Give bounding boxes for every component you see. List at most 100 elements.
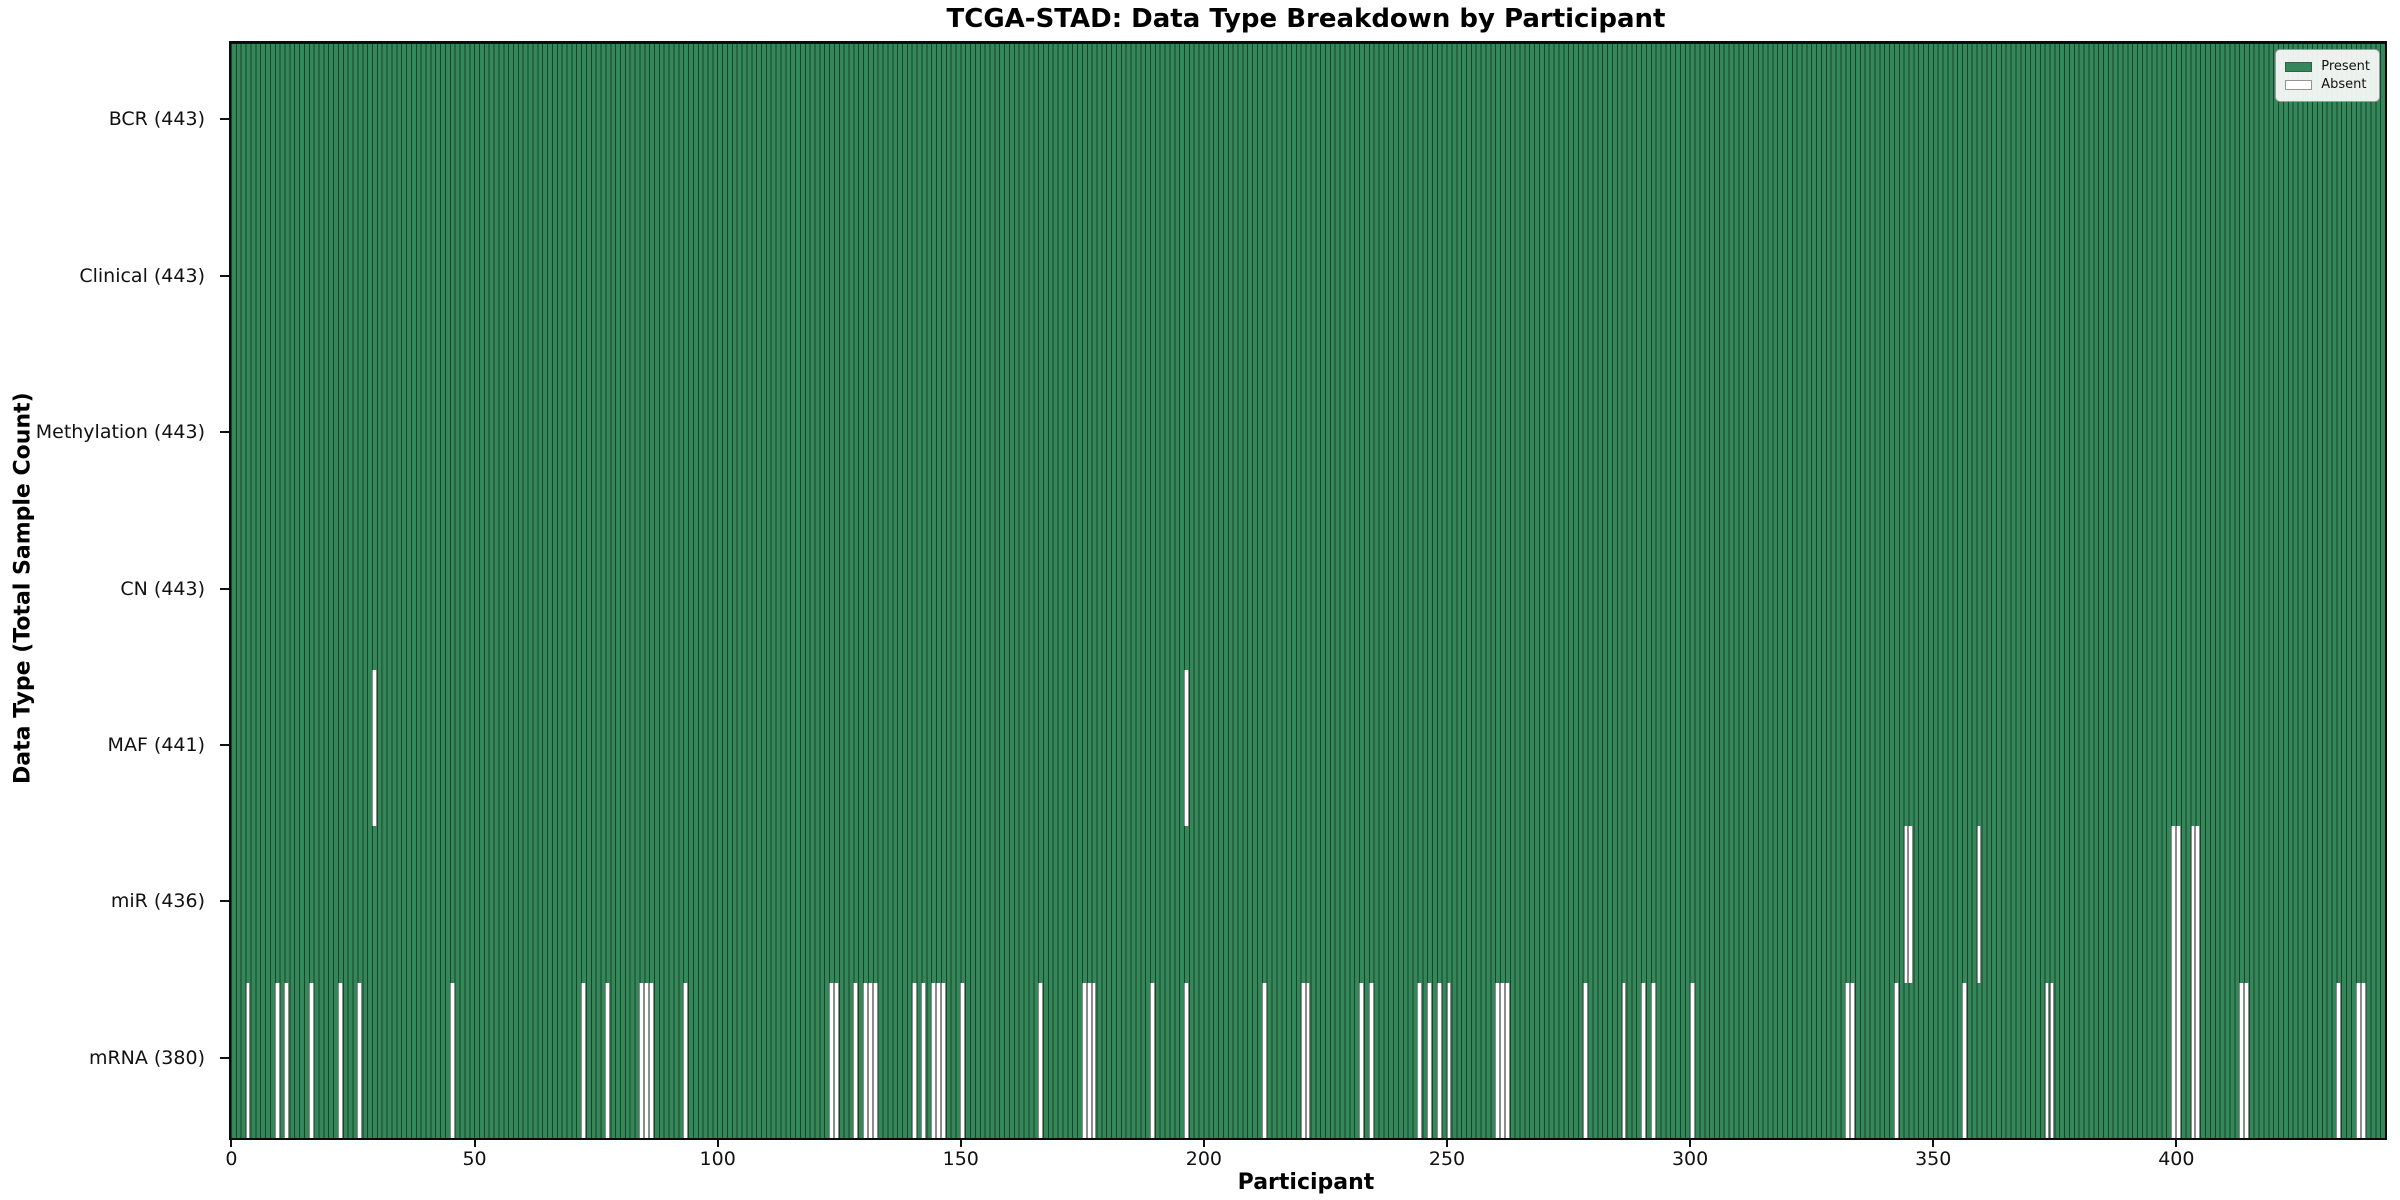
y-tick-mark-MAF bbox=[220, 743, 229, 746]
y-tick-label-BCR: BCR (443) bbox=[108, 108, 205, 131]
absent-bar-mRNA-124 bbox=[833, 981, 839, 1138]
absent-bar-mRNA-261 bbox=[1500, 981, 1505, 1138]
row-CN bbox=[231, 512, 2385, 670]
absent-bar-mRNA-77 bbox=[605, 981, 611, 1138]
x-tick-label-200: 200 bbox=[1185, 1148, 1223, 1170]
absent-bar-mRNA-123 bbox=[829, 981, 834, 1138]
absent-bar-mRNA-290 bbox=[1641, 981, 1646, 1138]
x-tick-label-250: 250 bbox=[1428, 1148, 1466, 1170]
absent-bar-mRNA-166 bbox=[1038, 981, 1043, 1138]
y-tick-mark-miR bbox=[220, 900, 229, 903]
legend: Present Absent bbox=[2275, 49, 2380, 102]
absent-bar-mRNA-128 bbox=[853, 981, 859, 1138]
absent-bar-mRNA-140 bbox=[911, 981, 917, 1138]
row-Methylation bbox=[231, 355, 2385, 514]
row-mRNA bbox=[231, 981, 2385, 1138]
absent-bar-mRNA-16 bbox=[308, 981, 314, 1138]
absent-bar-mRNA-400 bbox=[2175, 981, 2181, 1138]
absent-bar-mRNA-403 bbox=[2190, 981, 2196, 1138]
absent-bar-mRNA-404 bbox=[2195, 981, 2201, 1138]
absent-bar-mRNA-232 bbox=[1359, 981, 1364, 1138]
absent-bar-mRNA-438 bbox=[2360, 981, 2366, 1138]
absent-bar-mRNA-373 bbox=[2044, 981, 2050, 1138]
absent-bar-MAF-196 bbox=[1184, 669, 1189, 827]
row-Clinical bbox=[231, 199, 2385, 357]
y-tick-mark-Methylation bbox=[220, 431, 229, 434]
absent-bar-mRNA-150 bbox=[960, 981, 966, 1138]
x-tick-mark-50 bbox=[473, 1138, 476, 1147]
absent-bar-mRNA-278 bbox=[1582, 981, 1588, 1138]
absent-bar-miR-345 bbox=[1908, 826, 1914, 983]
absent-bar-miR-400 bbox=[2175, 826, 2181, 983]
y-tick-mark-Clinical bbox=[220, 274, 229, 277]
y-tick-label-MAF: MAF (441) bbox=[107, 733, 205, 756]
absent-bar-miR-404 bbox=[2195, 826, 2201, 983]
absent-bar-mRNA-374 bbox=[2049, 981, 2055, 1138]
x-tick-mark-350 bbox=[1932, 1138, 1935, 1147]
absent-bar-mRNA-130 bbox=[863, 981, 868, 1138]
x-tick-mark-300 bbox=[1689, 1138, 1692, 1147]
x-axis-label: Participant bbox=[1237, 1170, 1375, 1195]
absent-bar-mRNA-342 bbox=[1893, 981, 1899, 1138]
absent-bar-mRNA-131 bbox=[867, 981, 873, 1138]
absent-bar-mRNA-212 bbox=[1261, 981, 1267, 1138]
absent-bar-mRNA-260 bbox=[1495, 981, 1501, 1138]
x-tick-label-300: 300 bbox=[1671, 1148, 1709, 1170]
y-tick-label-Clinical: Clinical (443) bbox=[79, 264, 205, 287]
absent-bar-mRNA-3 bbox=[245, 981, 251, 1138]
absent-bar-mRNA-11 bbox=[284, 981, 290, 1138]
absent-bar-miR-399 bbox=[2171, 826, 2176, 983]
absent-bar-mRNA-9 bbox=[274, 981, 280, 1138]
x-tick-mark-400 bbox=[2175, 1138, 2178, 1147]
x-tick-mark-150 bbox=[959, 1138, 962, 1147]
absent-bar-mRNA-286 bbox=[1621, 981, 1627, 1138]
absent-bar-mRNA-146 bbox=[940, 981, 946, 1138]
absent-bar-mRNA-145 bbox=[936, 981, 941, 1138]
absent-bar-mRNA-177 bbox=[1091, 981, 1097, 1138]
absent-bar-mRNA-433 bbox=[2336, 981, 2342, 1138]
y-tick-mark-BCR bbox=[220, 118, 229, 121]
x-tick-label-100: 100 bbox=[699, 1148, 736, 1170]
row-BCR bbox=[231, 43, 2385, 201]
absent-bar-miR-403 bbox=[2190, 826, 2196, 983]
absent-bar-mRNA-399 bbox=[2171, 981, 2176, 1138]
absent-bar-mRNA-234 bbox=[1368, 981, 1374, 1138]
absent-bar-mRNA-356 bbox=[1961, 981, 1967, 1138]
legend-present-label: Present bbox=[2321, 59, 2370, 74]
absent-bar-mRNA-86 bbox=[649, 981, 655, 1138]
y-tick-label-Methylation: Methylation (443) bbox=[35, 421, 205, 444]
absent-bar-mRNA-26 bbox=[357, 981, 363, 1138]
absent-bar-mRNA-22 bbox=[337, 981, 343, 1138]
absent-bar-miR-344 bbox=[1903, 826, 1909, 983]
absent-bar-mRNA-244 bbox=[1417, 981, 1423, 1138]
x-tick-mark-100 bbox=[716, 1138, 719, 1147]
y-tick-mark-mRNA bbox=[220, 1056, 229, 1059]
plot-area: Present Absent bbox=[229, 41, 2387, 1140]
absent-bar-mRNA-142 bbox=[921, 981, 927, 1138]
absent-bar-MAF-29 bbox=[372, 669, 377, 827]
legend-item-present: Present bbox=[2285, 59, 2370, 74]
x-tick-label-0: 0 bbox=[225, 1148, 238, 1170]
x-tick-label-350: 350 bbox=[1915, 1148, 1952, 1170]
absent-bar-mRNA-84 bbox=[639, 981, 645, 1138]
absent-bar-mRNA-248 bbox=[1436, 981, 1442, 1138]
row-miR bbox=[231, 825, 2385, 983]
absent-bar-mRNA-144 bbox=[931, 981, 937, 1138]
x-tick-label-400: 400 bbox=[2158, 1148, 2195, 1170]
legend-absent-label: Absent bbox=[2321, 77, 2367, 92]
absent-bar-mRNA-176 bbox=[1086, 981, 1092, 1138]
x-tick-label-150: 150 bbox=[942, 1148, 979, 1170]
y-tick-label-miR: miR (436) bbox=[110, 890, 205, 913]
row-MAF bbox=[231, 668, 2385, 827]
absent-bar-mRNA-262 bbox=[1504, 981, 1510, 1138]
absent-bar-mRNA-300 bbox=[1689, 981, 1695, 1138]
y-tick-label-mRNA: mRNA (380) bbox=[88, 1046, 205, 1069]
absent-bar-mRNA-333 bbox=[1850, 981, 1855, 1138]
absent-bar-mRNA-437 bbox=[2355, 981, 2361, 1138]
absent-bar-mRNA-292 bbox=[1650, 981, 1656, 1138]
absent-bar-mRNA-45 bbox=[449, 981, 455, 1138]
y-tick-label-CN: CN (443) bbox=[120, 577, 205, 600]
x-tick-label-50: 50 bbox=[462, 1148, 487, 1170]
legend-present-swatch bbox=[2285, 61, 2313, 72]
